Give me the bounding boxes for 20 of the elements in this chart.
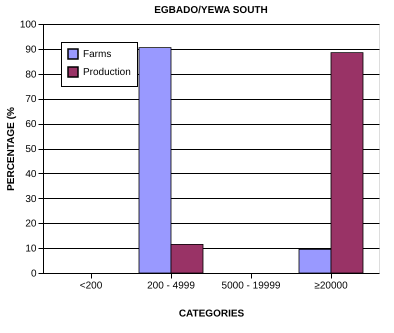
legend-label: Farms [83, 49, 112, 60]
y-tick-label: 40 [25, 168, 37, 180]
y-tick-label: 80 [25, 69, 37, 80]
x-axis-title: CATEGORIES [178, 308, 245, 320]
x-tick-label: 5000 - 19999 [222, 280, 281, 292]
chart-title: EGBADO/YEWA SOUTH [154, 5, 268, 16]
y-tick-label: 70 [25, 94, 37, 106]
x-tick-label: ≥20000 [314, 280, 348, 292]
y-tick-label: 100 [20, 20, 37, 30]
y-tick-label: 30 [25, 194, 37, 205]
y-tick-label: 20 [25, 218, 37, 230]
y-tick-label: 60 [25, 119, 37, 130]
y-tick-label: 0 [30, 268, 37, 280]
legend-label: Production [83, 67, 131, 78]
y-tick-label: 10 [25, 244, 37, 255]
x-tick-label: <200 [80, 280, 103, 292]
x-tick-label: 200 - 4999 [147, 280, 196, 292]
y-axis-title: PERCENTAGE (% [6, 107, 17, 191]
y-tick-label: 90 [25, 44, 37, 56]
y-tick-label: 50 [25, 144, 37, 155]
